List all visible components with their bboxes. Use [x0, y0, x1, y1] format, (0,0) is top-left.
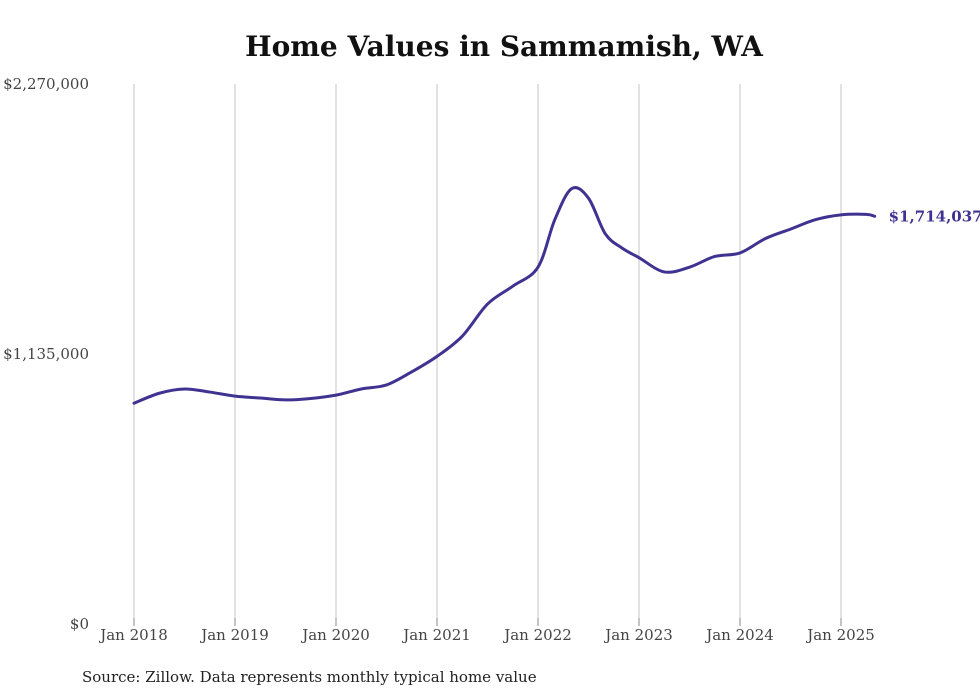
series-line: [132, 186, 877, 405]
y-axis-ticks: $0 $1,135,000 $2,270,000: [3, 75, 89, 633]
x-tick-label: Jan 2024: [704, 626, 774, 644]
series-lines: [132, 186, 877, 405]
end-labels: $1,714,037: [889, 207, 980, 225]
x-tick-label: Jan 2019: [199, 626, 269, 644]
y-tick-label: $0: [70, 615, 89, 633]
x-tick-label: Jan 2021: [401, 626, 471, 644]
end-value-label: $1,714,037: [889, 207, 980, 225]
x-axis-ticks: Jan 2018 Jan 2019 Jan 2020 Jan 2021 Jan 2022…: [98, 618, 875, 644]
source-note: Source: Zillow. Data represents monthly …: [82, 668, 537, 686]
x-tick-label: Jan 2020: [300, 626, 370, 644]
y-tick-label: $1,135,000: [3, 345, 89, 363]
x-tick-label: Jan 2025: [805, 626, 875, 644]
chart-title: Home Values in Sammamish, WA: [245, 30, 763, 63]
x-tick-label: Jan 2018: [98, 626, 168, 644]
grid-lines: [133, 84, 842, 622]
x-tick-label: Jan 2023: [603, 626, 673, 644]
y-tick-label: $2,270,000: [3, 75, 89, 93]
x-tick-label: Jan 2022: [502, 626, 572, 644]
